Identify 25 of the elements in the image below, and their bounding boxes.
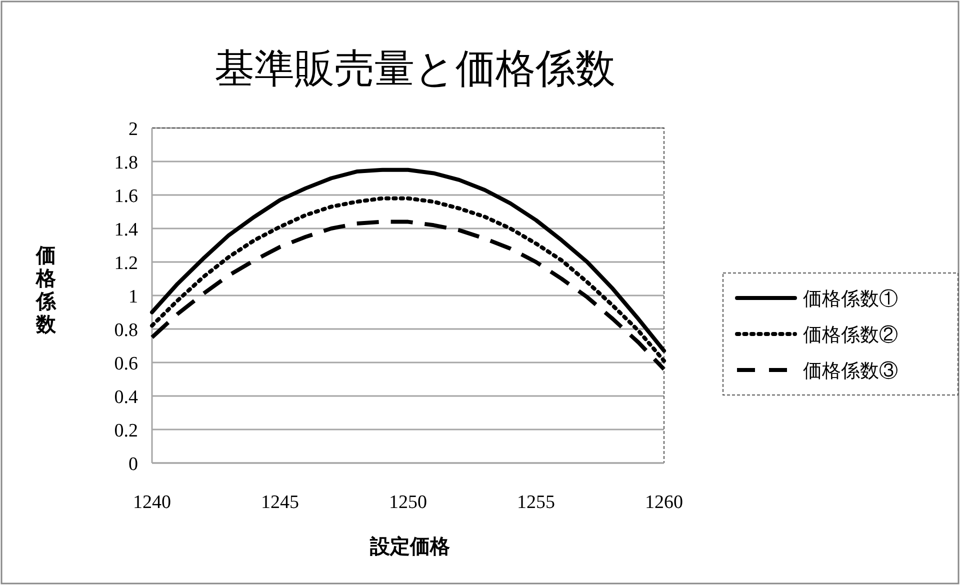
y-tick-label: 1.6 (114, 186, 138, 207)
x-tick-label: 1245 (261, 492, 299, 513)
x-tick-label: 1260 (645, 492, 683, 513)
y-tick-label: 1 (128, 286, 138, 308)
y-tick-label: 2 (128, 119, 138, 140)
line-series (150, 196, 666, 363)
y-tick-label: 0.4 (114, 387, 138, 408)
y-tick-label: 0.6 (114, 354, 138, 374)
x-tick-label: 1240 (133, 492, 171, 513)
x-tick-label: 1250 (389, 492, 427, 513)
chart-title: 基準販売量と価格係数 (214, 46, 616, 91)
line-series (150, 168, 666, 353)
legend-label: 価格係数③ (803, 361, 898, 382)
x-axis-title: 設定価格 (369, 535, 451, 558)
y-tick-label: 1.8 (114, 152, 138, 174)
legend-label: 価格係数① (803, 289, 898, 310)
y-tick-label: 1.4 (114, 220, 138, 240)
y-tick-label: 1.2 (114, 253, 138, 274)
y-tick-label: 0 (128, 454, 138, 475)
x-tick-label: 1255 (517, 492, 555, 513)
y-tick-label: 0.8 (114, 320, 138, 341)
y-axis-title: 価格係数 (35, 245, 57, 336)
y-tick-label: 0.2 (114, 420, 138, 442)
legend-label: 価格係数② (803, 325, 898, 346)
line-series (150, 220, 666, 372)
